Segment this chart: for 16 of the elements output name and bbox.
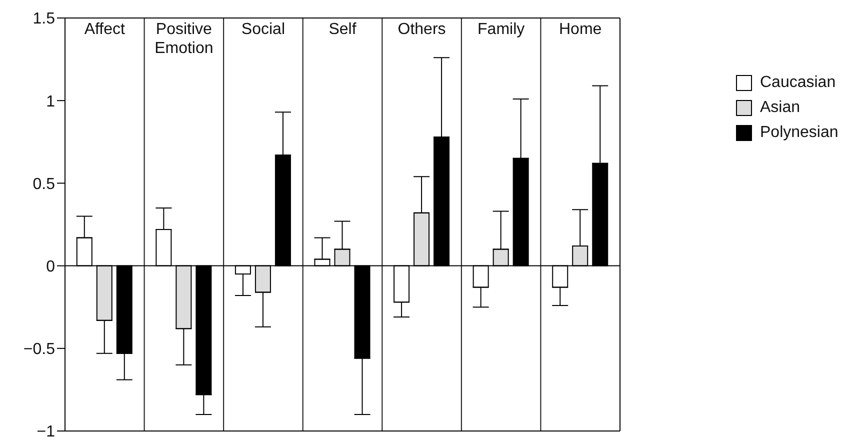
x-tick-label: Affect bbox=[84, 21, 126, 38]
y-tick-label: 1 bbox=[46, 93, 56, 110]
x-tick-label: Social bbox=[241, 21, 286, 38]
x-tick-label: Home bbox=[559, 21, 602, 38]
y-tick-label: 1.5 bbox=[32, 10, 56, 28]
y-tick-label: −0.5 bbox=[23, 341, 56, 358]
y-tick-label: 0 bbox=[46, 258, 56, 276]
x-tick-label: Positive Emotion bbox=[154, 21, 214, 57]
x-tick-label: Self bbox=[328, 21, 357, 38]
y-tick-label: −1 bbox=[36, 424, 56, 441]
legend-label: Asian bbox=[760, 98, 800, 116]
y-tick-label: 0.5 bbox=[32, 176, 56, 193]
legend-label: Caucasian bbox=[760, 74, 836, 92]
x-tick-label: Others bbox=[398, 21, 446, 38]
legend-label: Polynesian bbox=[760, 124, 838, 142]
x-tick-label: Family bbox=[478, 21, 525, 38]
